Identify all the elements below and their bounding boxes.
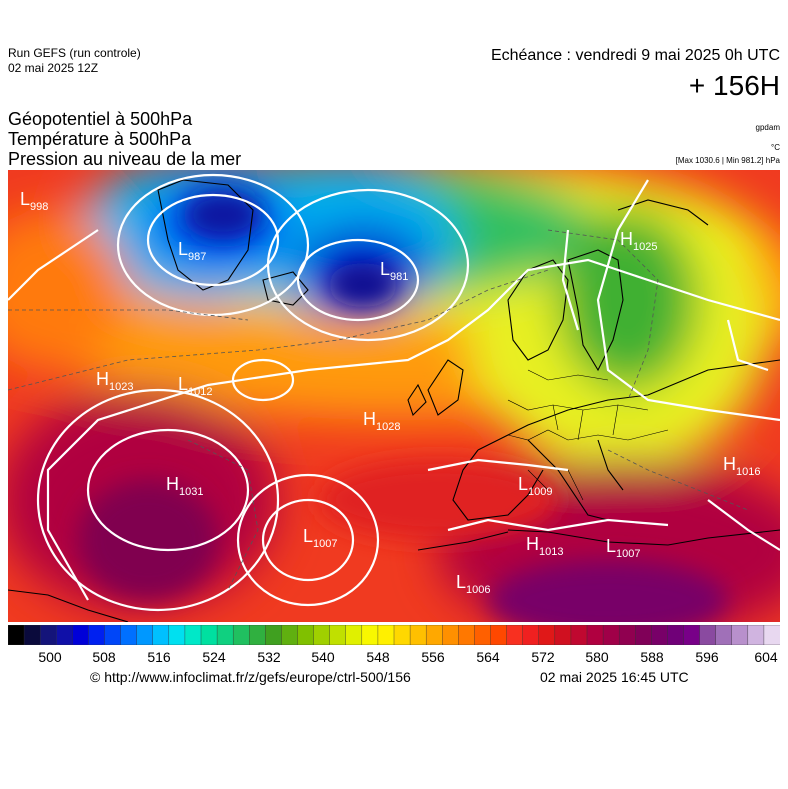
color-scale-swatch: [313, 625, 331, 645]
generation-timestamp: 02 mai 2025 16:45 UTC: [540, 669, 689, 685]
color-scale-swatch: [490, 625, 508, 645]
run-title: Run GEFS (run controle): [8, 46, 141, 60]
run-date: 02 mai 2025 12Z: [8, 61, 99, 75]
pressure-centers: L998 L987 L981 H1025 H1023 L1012 H1028 H1031 L10…: [20, 189, 760, 596]
color-scale-label: 580: [585, 649, 609, 665]
color-scale-swatch: [136, 625, 154, 645]
color-scale-swatch: [442, 625, 460, 645]
color-scale-label: 548: [366, 649, 390, 665]
color-scale-swatch: [506, 625, 524, 645]
color-scale-label: 540: [311, 649, 335, 665]
borders: [477, 369, 669, 501]
geopotential-shading: [8, 170, 780, 622]
color-scale-swatch: [538, 625, 556, 645]
color-scale-label: 572: [531, 649, 555, 665]
low-pressure-center: L1006: [456, 572, 491, 596]
color-scale-swatch: [731, 625, 749, 645]
color-scale-swatch: [458, 625, 476, 645]
field-temperature: Température à 500hPa: [8, 129, 192, 149]
color-scale-swatch: [8, 625, 25, 645]
color-scale-bar: [8, 625, 780, 645]
low-pressure-center: L1007: [606, 536, 641, 560]
color-scale-swatch: [184, 625, 202, 645]
color-scale-swatch: [56, 625, 74, 645]
forecast-validity: Echéance : vendredi 9 mai 2025 0h UTC: [490, 47, 780, 64]
color-scale-swatch: [602, 625, 620, 645]
color-scale-swatch: [361, 625, 379, 645]
color-scale-label: 516: [147, 649, 171, 665]
color-scale-swatch: [570, 625, 588, 645]
color-scale-label: 532: [257, 649, 281, 665]
high-pressure-center: H1023: [96, 369, 133, 393]
color-scale-swatch: [522, 625, 540, 645]
high-pressure-center: H1025: [620, 229, 657, 253]
color-scale-label: 588: [640, 649, 664, 665]
color-scale-label: 564: [476, 649, 500, 665]
field-geopotential: Géopotentiel à 500hPa: [8, 109, 193, 129]
color-scale-swatch: [635, 625, 653, 645]
color-scale-swatch: [152, 625, 170, 645]
color-scale-swatch: [699, 625, 717, 645]
color-scale-swatch: [747, 625, 765, 645]
color-scale-swatch: [474, 625, 492, 645]
color-scale-swatch: [377, 625, 395, 645]
color-scale-swatch: [168, 625, 186, 645]
low-pressure-center: L1009: [518, 474, 553, 498]
coastlines: [8, 179, 780, 622]
color-scale-swatch: [329, 625, 347, 645]
high-pressure-center: H1028: [363, 409, 400, 433]
color-scale-swatch: [281, 625, 299, 645]
color-scale-swatch: [409, 625, 427, 645]
low-pressure-center: L981: [380, 259, 408, 283]
isobars: [8, 173, 780, 612]
color-scale-swatch: [249, 625, 267, 645]
color-scale-swatch: [393, 625, 411, 645]
low-pressure-center: L1007: [303, 526, 338, 550]
field-pressure: Pression au niveau de la mer: [8, 149, 242, 169]
color-scale-swatch: [265, 625, 283, 645]
color-scale-swatch: [715, 625, 733, 645]
low-pressure-center: L998: [20, 189, 48, 213]
unit-geopotential: gpdam: [755, 123, 780, 132]
color-scale-swatch: [345, 625, 363, 645]
color-scale-label: 604: [754, 649, 778, 665]
color-scale-label: 556: [421, 649, 445, 665]
color-scale-swatch: [586, 625, 604, 645]
high-pressure-center: H1031: [166, 474, 203, 498]
color-scale-swatch: [232, 625, 250, 645]
color-scale-swatch: [683, 625, 701, 645]
color-scale-label: 500: [38, 649, 62, 665]
color-scale-swatch: [651, 625, 669, 645]
color-scale-swatch: [554, 625, 572, 645]
color-scale-swatch: [297, 625, 315, 645]
color-scale-label: 524: [202, 649, 226, 665]
color-scale-swatch: [72, 625, 90, 645]
color-scale-label: 508: [92, 649, 116, 665]
color-scale-swatch: [763, 625, 780, 645]
color-scale-swatch: [425, 625, 443, 645]
source-credit: © http://www.infoclimat.fr/z/gefs/europe…: [90, 669, 411, 685]
low-pressure-center: L987: [178, 239, 206, 263]
forecast-hour: + 156H: [688, 70, 780, 101]
color-scale-label: 596: [695, 649, 719, 665]
low-pressure-center: L1012: [178, 374, 213, 398]
color-scale-swatch: [104, 625, 122, 645]
unit-temperature: °C: [771, 143, 780, 152]
unit-pressure-range: [Max 1030.6 | Min 981.2] hPa: [675, 156, 780, 165]
temperature-isotherms: [8, 229, 749, 591]
high-pressure-center: H1016: [723, 454, 760, 478]
high-pressure-center: H1013: [526, 534, 563, 558]
color-scale-swatch: [216, 625, 234, 645]
color-scale-swatch: [120, 625, 138, 645]
color-scale-swatch: [200, 625, 218, 645]
color-scale-swatch: [23, 625, 41, 645]
color-scale-swatch: [39, 625, 57, 645]
color-scale-swatch: [667, 625, 685, 645]
color-scale-swatch: [88, 625, 106, 645]
weather-map: L998 L987 L981 H1025 H1023 L1012 H1028 H1031 L10…: [8, 170, 780, 622]
color-scale-swatch: [618, 625, 636, 645]
